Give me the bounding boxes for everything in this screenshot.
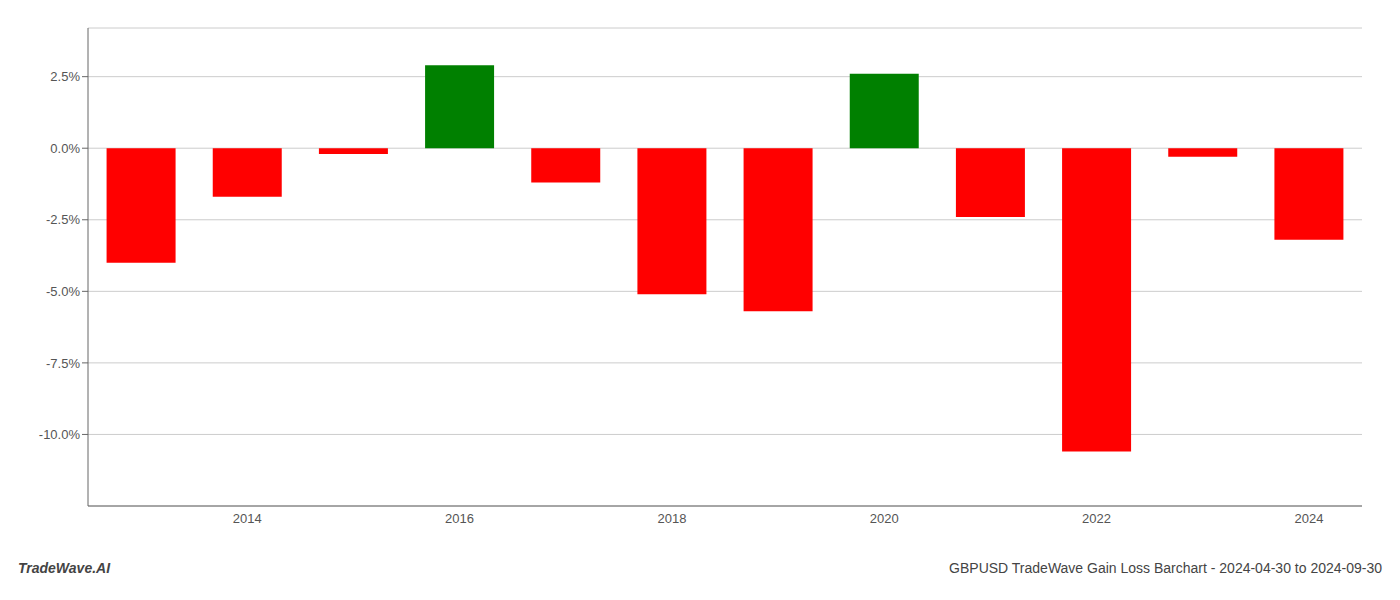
svg-text:2016: 2016	[445, 511, 474, 526]
svg-text:2018: 2018	[657, 511, 686, 526]
svg-text:-7.5%: -7.5%	[46, 356, 80, 371]
svg-text:2024: 2024	[1294, 511, 1323, 526]
svg-text:-10.0%: -10.0%	[39, 427, 81, 442]
html-text:TradeWave.AI: TradeWave.AI	[18, 560, 111, 576]
svg-text:2014: 2014	[233, 511, 262, 526]
svg-text:0.0%: 0.0%	[50, 141, 80, 156]
svg-text:2.5%: 2.5%	[50, 69, 80, 84]
svg-text:2020: 2020	[870, 511, 899, 526]
svg-text:2022: 2022	[1082, 511, 1111, 526]
svg-text:-5.0%: -5.0%	[46, 284, 80, 299]
svg-text:-2.5%: -2.5%	[46, 212, 80, 227]
html-text:GBPUSD TradeWave Gain Loss Bar: GBPUSD TradeWave Gain Loss Barchart - 20…	[949, 560, 1382, 576]
